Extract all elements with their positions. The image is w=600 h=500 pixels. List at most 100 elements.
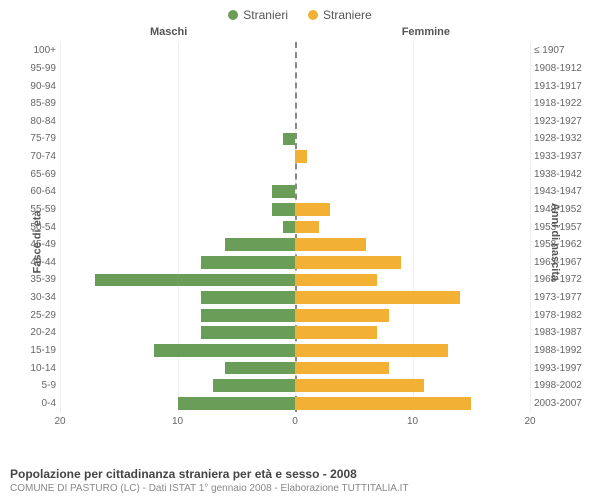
bar-male	[225, 362, 296, 375]
swatch-male	[228, 10, 238, 20]
pyramid-row: 70-741933-1937	[60, 148, 530, 166]
legend-label-female: Straniere	[323, 8, 372, 22]
birth-label: 1938-1942	[534, 169, 590, 180]
plot-area: 100+≤ 190795-991908-191290-941913-191785…	[60, 42, 530, 412]
bar-female	[295, 203, 330, 216]
pyramid-row: 40-441963-1967	[60, 254, 530, 272]
x-tick: 10	[172, 416, 183, 427]
age-label: 65-69	[18, 169, 56, 180]
bar-female	[295, 238, 366, 251]
birth-label: 1918-1922	[534, 98, 590, 109]
pyramid-row: 75-791928-1932	[60, 130, 530, 148]
birth-label: 1963-1967	[534, 257, 590, 268]
age-label: 40-44	[18, 257, 56, 268]
age-label: 70-74	[18, 151, 56, 162]
chart-title: Popolazione per cittadinanza straniera p…	[10, 467, 590, 481]
birth-label: 1953-1957	[534, 222, 590, 233]
birth-label: 1973-1977	[534, 292, 590, 303]
bar-male	[213, 379, 295, 392]
age-label: 5-9	[18, 380, 56, 391]
pyramid-row: 85-891918-1922	[60, 95, 530, 113]
age-label: 85-89	[18, 98, 56, 109]
rows: 100+≤ 190795-991908-191290-941913-191785…	[60, 42, 530, 412]
pyramid-row: 60-641943-1947	[60, 183, 530, 201]
birth-label: 2003-2007	[534, 398, 590, 409]
age-label: 10-14	[18, 363, 56, 374]
age-label: 100+	[18, 45, 56, 56]
x-tick: 0	[292, 416, 298, 427]
age-label: 15-19	[18, 345, 56, 356]
bar-female	[295, 362, 389, 375]
pyramid-row: 90-941913-1917	[60, 77, 530, 95]
bar-female	[295, 221, 319, 234]
column-headers: Maschi Femmine	[0, 26, 600, 42]
header-male: Maschi	[150, 26, 187, 38]
bar-female	[295, 309, 389, 322]
pyramid-row: 0-42003-2007	[60, 395, 530, 413]
x-tick: 20	[524, 416, 535, 427]
pyramid-row: 25-291978-1982	[60, 306, 530, 324]
birth-label: 1978-1982	[534, 310, 590, 321]
age-label: 35-39	[18, 274, 56, 285]
bar-male	[154, 344, 295, 357]
pyramid-row: 95-991908-1912	[60, 60, 530, 78]
grid-line	[530, 42, 531, 412]
age-label: 75-79	[18, 133, 56, 144]
swatch-female	[308, 10, 318, 20]
birth-label: 1988-1992	[534, 345, 590, 356]
bar-female	[295, 256, 401, 269]
chart-subtitle: COMUNE DI PASTURO (LC) - Dati ISTAT 1° g…	[10, 483, 590, 494]
bar-male	[283, 221, 295, 234]
pyramid-row: 15-191988-1992	[60, 342, 530, 360]
age-label: 0-4	[18, 398, 56, 409]
chart: Fasce di età Anni di nascita 100+≤ 19079…	[0, 42, 600, 442]
bar-male	[272, 203, 296, 216]
age-label: 25-29	[18, 310, 56, 321]
birth-label: 1943-1947	[534, 186, 590, 197]
x-tick: 10	[407, 416, 418, 427]
birth-label: 1998-2002	[534, 380, 590, 391]
birth-label: 1913-1917	[534, 81, 590, 92]
bar-female	[295, 150, 307, 163]
pyramid-row: 5-91998-2002	[60, 377, 530, 395]
legend: Stranieri Straniere	[0, 0, 600, 26]
age-label: 60-64	[18, 186, 56, 197]
birth-label: 1983-1987	[534, 327, 590, 338]
bar-male	[225, 238, 296, 251]
bar-male	[272, 185, 296, 198]
birth-label: 1928-1932	[534, 133, 590, 144]
age-label: 90-94	[18, 81, 56, 92]
bar-female	[295, 274, 377, 287]
pyramid-row: 10-141993-1997	[60, 359, 530, 377]
birth-label: 1958-1962	[534, 239, 590, 250]
bar-male	[283, 133, 295, 146]
bar-female	[295, 326, 377, 339]
bar-female	[295, 344, 448, 357]
birth-label: 1923-1927	[534, 116, 590, 127]
birth-label: 1993-1997	[534, 363, 590, 374]
legend-item-male: Stranieri	[228, 8, 288, 22]
pyramid-row: 35-391968-1972	[60, 271, 530, 289]
legend-label-male: Stranieri	[243, 8, 288, 22]
bar-female	[295, 291, 460, 304]
age-label: 50-54	[18, 222, 56, 233]
header-female: Femmine	[402, 26, 450, 38]
birth-label: 1933-1937	[534, 151, 590, 162]
birth-label: ≤ 1907	[534, 45, 590, 56]
age-label: 20-24	[18, 327, 56, 338]
pyramid-row: 45-491958-1962	[60, 236, 530, 254]
legend-item-female: Straniere	[308, 8, 372, 22]
bar-male	[95, 274, 295, 287]
birth-label: 1948-1952	[534, 204, 590, 215]
bar-male	[201, 309, 295, 322]
age-label: 30-34	[18, 292, 56, 303]
pyramid-row: 30-341973-1977	[60, 289, 530, 307]
pyramid-row: 20-241983-1987	[60, 324, 530, 342]
footer: Popolazione per cittadinanza straniera p…	[10, 467, 590, 494]
birth-label: 1908-1912	[534, 63, 590, 74]
bar-male	[201, 256, 295, 269]
bar-female	[295, 397, 471, 410]
x-axis: 201001020	[60, 416, 530, 430]
bar-male	[201, 326, 295, 339]
age-label: 95-99	[18, 63, 56, 74]
